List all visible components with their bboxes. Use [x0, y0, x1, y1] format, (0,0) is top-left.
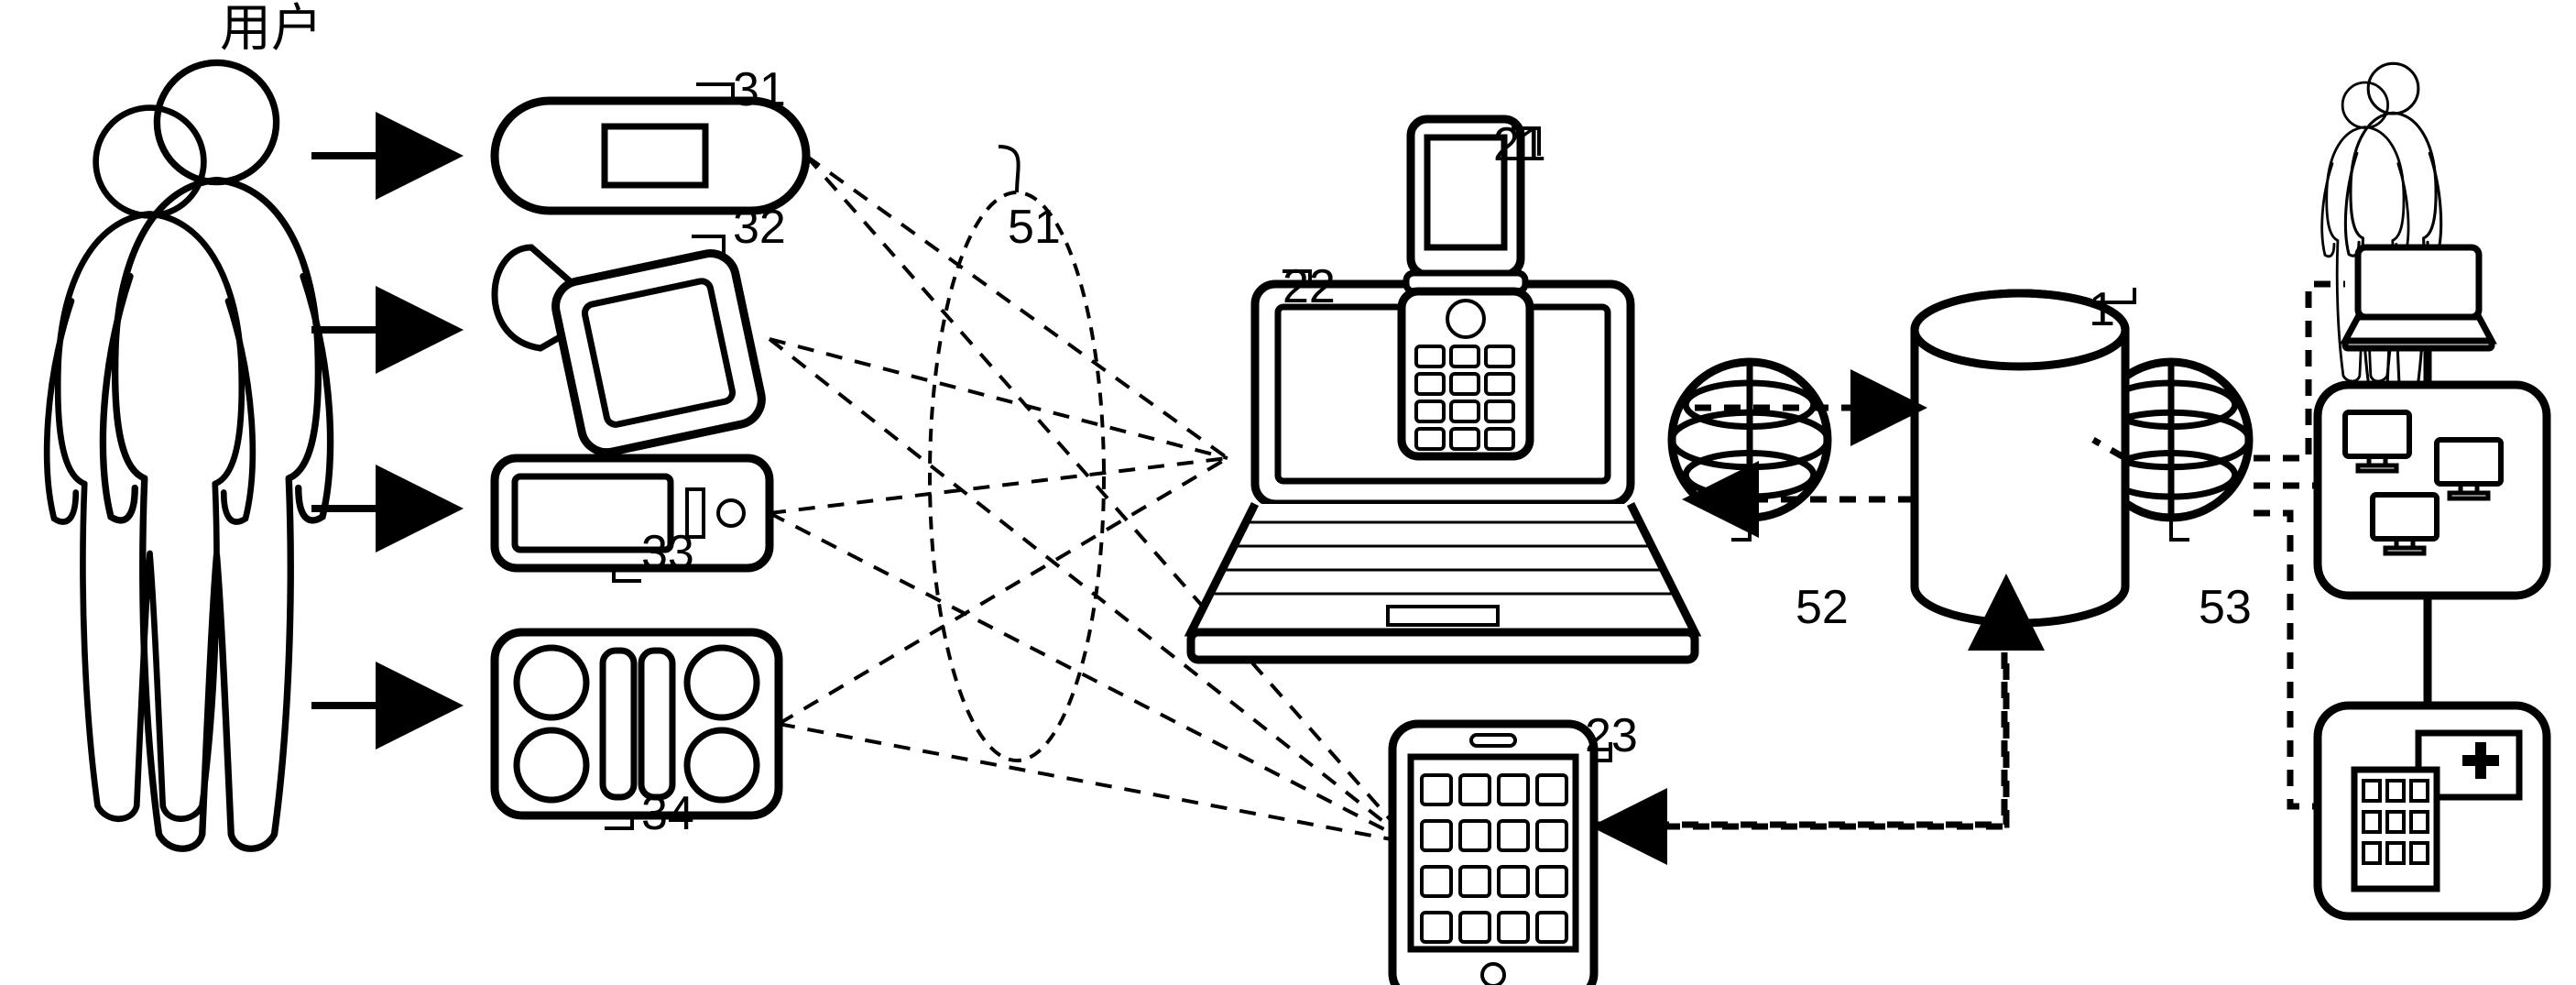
- svg-text:52: 52: [1796, 581, 1849, 634]
- svg-text:用户: 用户: [220, 0, 322, 57]
- svg-text:32: 32: [733, 201, 786, 254]
- svg-text:21: 21: [1493, 118, 1546, 171]
- svg-text:53: 53: [2199, 581, 2252, 634]
- svg-text:31: 31: [733, 63, 786, 116]
- svg-text:34: 34: [641, 787, 694, 840]
- svg-text:22: 22: [1283, 260, 1336, 313]
- svg-text:1: 1: [2089, 283, 2115, 336]
- svg-text:33: 33: [641, 526, 694, 579]
- svg-text:23: 23: [1585, 709, 1638, 762]
- svg-text:51: 51: [1008, 201, 1061, 254]
